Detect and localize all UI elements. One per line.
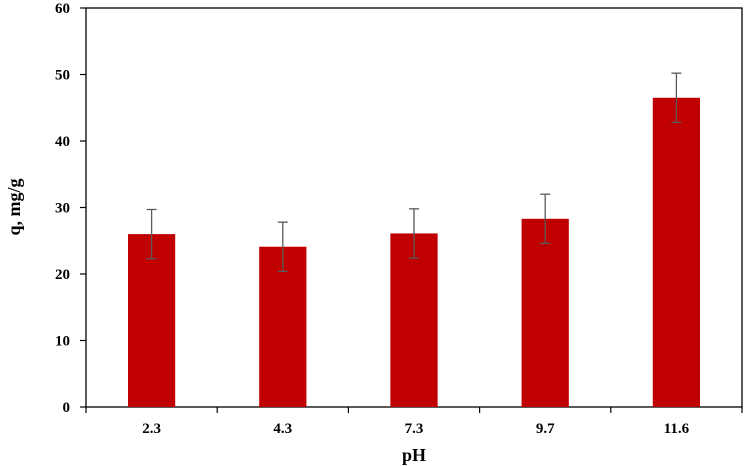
- y-tick-label: 0: [63, 400, 71, 416]
- bar-2.3: [127, 234, 176, 407]
- bar-11.6: [652, 97, 701, 408]
- error-bars: [146, 72, 682, 272]
- x-axis-title: pH: [402, 445, 426, 465]
- y-tick-label: 50: [55, 68, 70, 84]
- bars: [127, 97, 701, 408]
- x-tick-label-2.3: 2.3: [142, 421, 161, 437]
- y-tick-label: 60: [55, 1, 70, 17]
- x-tick-label-9.7: 9.7: [536, 421, 555, 437]
- y-tick-label: 20: [55, 267, 70, 283]
- y-tick-label: 40: [55, 134, 70, 150]
- y-axis-ticks: 0 10 20 30 40 50 60: [55, 1, 86, 416]
- x-tick-label-11.6: 11.6: [664, 421, 690, 437]
- bar-4.3: [259, 246, 307, 407]
- x-tick-label-4.3: 4.3: [273, 421, 292, 437]
- y-tick-label: 10: [55, 334, 70, 350]
- x-tick-label-7.3: 7.3: [405, 421, 424, 437]
- y-axis-title: q, mg/g: [4, 178, 24, 235]
- x-axis-tick-labels: 2.3 4.3 7.3 9.7 11.6: [85, 407, 743, 437]
- bar-7.3: [390, 233, 438, 407]
- y-tick-label: 30: [55, 201, 70, 217]
- bar-9.7: [521, 218, 569, 407]
